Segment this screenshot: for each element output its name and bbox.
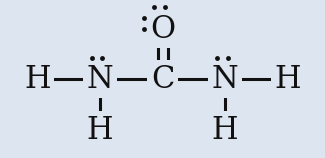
Text: H: H <box>87 115 113 146</box>
Text: H: H <box>212 115 238 146</box>
Text: C: C <box>151 64 174 94</box>
Text: N: N <box>87 64 113 94</box>
Text: H: H <box>274 64 301 94</box>
Text: O: O <box>150 13 175 45</box>
Text: N: N <box>212 64 238 94</box>
Text: H: H <box>24 64 51 94</box>
